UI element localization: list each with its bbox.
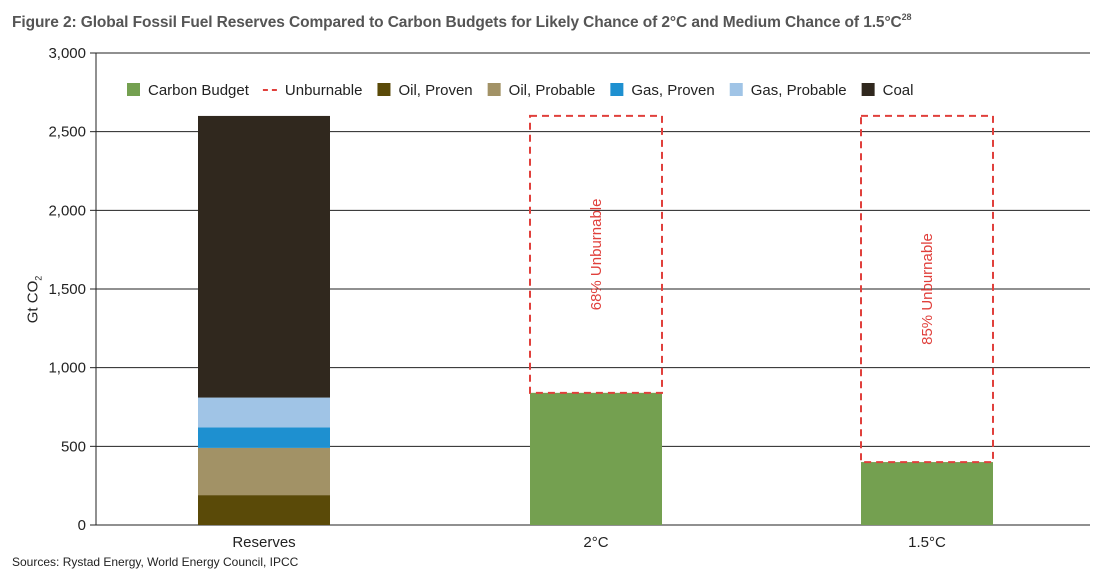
bar-carbon-budget-1 xyxy=(530,392,662,525)
bar-coal-0 xyxy=(198,115,330,398)
legend-swatch-oil-probable xyxy=(487,83,501,96)
legend-swatch-carbon-budget xyxy=(127,83,140,96)
x-tick-label: Reserves xyxy=(232,534,295,551)
legend-label: Gas, Proven xyxy=(631,82,714,99)
unburnable-outline-2 xyxy=(860,114,994,464)
bar-gas-proven-0 xyxy=(198,427,330,448)
legend-label: Gas, Probable xyxy=(751,82,847,99)
unburnable-outline-1 xyxy=(529,114,663,394)
legend-swatch-coal xyxy=(861,83,875,96)
y-tick-label: 1,500 xyxy=(48,281,86,298)
chart-canvas: 0 500 1,000 1,500 2,000 2,500 3,000 Reserves 2°C… xyxy=(48,45,1090,551)
bar-oil-proven-0 xyxy=(198,495,330,525)
x-tick-label: 2°C xyxy=(583,534,608,551)
bar-gas-probable-0 xyxy=(198,397,330,428)
chart-title-text: Figure 2: Global Fossil Fuel Reserves Co… xyxy=(12,14,902,31)
legend-swatch-gas-proven xyxy=(610,83,624,96)
x-tick-label: 1.5°C xyxy=(908,534,946,551)
y-tick-label: 3,000 xyxy=(48,45,86,62)
annotation-unburnable: 68% Unburnable xyxy=(588,199,605,311)
annotation-unburnable: 85% Unburnable xyxy=(919,233,936,345)
legend-label: Coal xyxy=(883,82,914,99)
legend-swatch-gas-probable xyxy=(729,83,743,96)
chart-title: Figure 2: Global Fossil Fuel Reserves Co… xyxy=(12,12,912,32)
y-tick-label: 0 xyxy=(78,517,86,534)
legend-label: Oil, Proven xyxy=(398,82,472,99)
source-note: Sources: Rystad Energy, World Energy Cou… xyxy=(12,555,299,569)
title-footnote: 28 xyxy=(901,12,912,22)
bar-carbon-budget-2 xyxy=(861,462,993,525)
legend-label: Unburnable xyxy=(285,82,363,99)
y-tick-label: 2,500 xyxy=(48,124,86,141)
y-tick-label: 500 xyxy=(61,438,86,455)
legend-label: Oil, Probable xyxy=(509,82,596,99)
bar-oil-probable-0 xyxy=(198,447,330,496)
y-tick-label: 1,000 xyxy=(48,360,86,377)
legend-label: Carbon Budget xyxy=(148,82,250,99)
legend-swatch-oil-proven xyxy=(377,83,391,96)
y-tick-label: 2,000 xyxy=(48,202,86,219)
